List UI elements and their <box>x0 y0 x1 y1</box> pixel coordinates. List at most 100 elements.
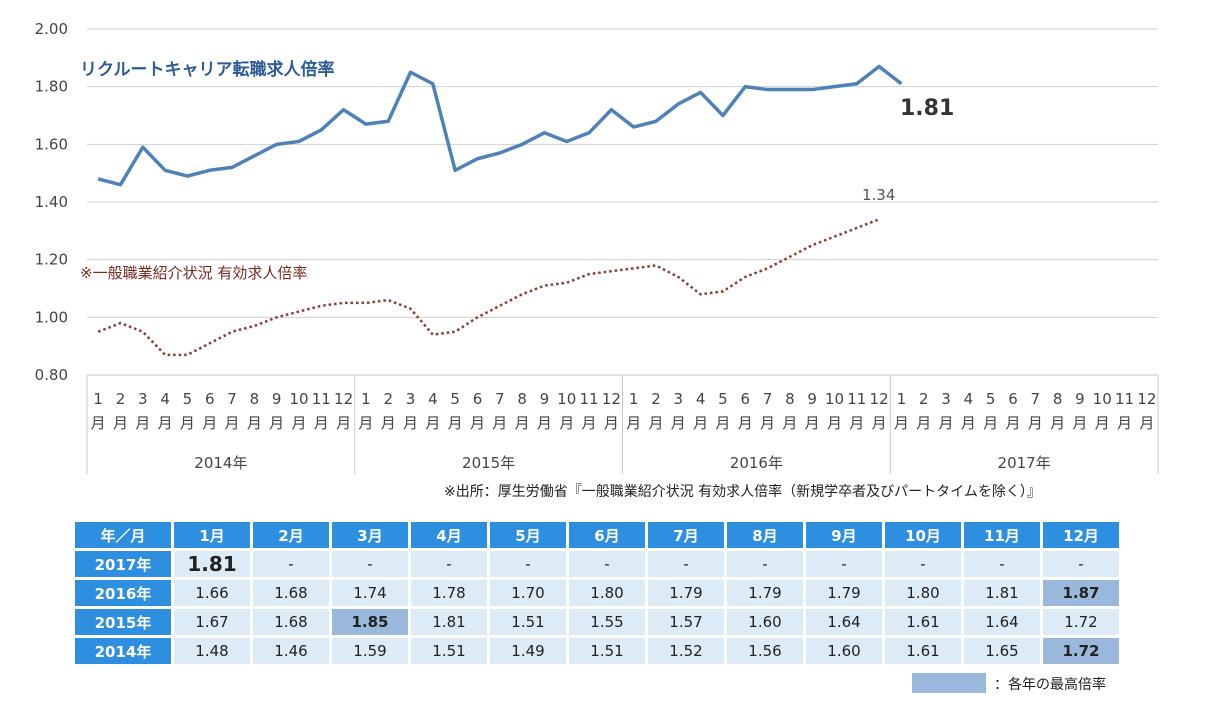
x-tick-month-suffix: 月 <box>961 414 976 432</box>
table-cell: 1.85 <box>332 609 408 635</box>
x-tick-month-suffix: 月 <box>782 414 797 432</box>
x-tick-month-suffix: 月 <box>738 414 753 432</box>
x-tick-month-suffix: 月 <box>894 414 909 432</box>
x-tick-month-suffix: 月 <box>1028 414 1043 432</box>
table-row: 2017年 1.81- - - - - - - - - - - <box>75 551 1119 577</box>
table-cell: 1.60 <box>806 638 882 664</box>
y-tick-label: 2.00 <box>35 20 68 38</box>
x-tick-month-number: 10 <box>289 390 308 408</box>
table-cell: 1.68 <box>253 609 329 635</box>
table-cell: - <box>1043 551 1119 577</box>
y-tick-label: 1.60 <box>35 135 68 153</box>
table-cell: 1.51 <box>411 638 487 664</box>
table-header-month: 1月 <box>174 522 250 548</box>
table-header-month: 11月 <box>964 522 1040 548</box>
x-tick-month-number: 4 <box>964 390 974 408</box>
table-cell: - <box>964 551 1040 577</box>
series-1-end-label: 1.81 <box>900 96 954 121</box>
series-line-2 <box>97 218 880 357</box>
x-tick-month-number: 1 <box>93 390 103 408</box>
x-tick-month-number: 5 <box>718 390 728 408</box>
x-tick-month-suffix: 月 <box>492 414 507 432</box>
x-tick-month-suffix: 月 <box>247 414 262 432</box>
x-tick-month-number: 8 <box>250 390 260 408</box>
x-tick-month-number: 11 <box>1115 390 1134 408</box>
x-tick-month-number: 7 <box>763 390 773 408</box>
x-tick-month-suffix: 月 <box>1095 414 1110 432</box>
x-tick-month-number: 12 <box>870 390 889 408</box>
x-tick-month-suffix: 月 <box>158 414 173 432</box>
x-tick-month-number: 8 <box>785 390 795 408</box>
x-tick-month-suffix: 月 <box>180 414 195 432</box>
x-tick-month-suffix: 月 <box>113 414 128 432</box>
y-tick-label: 1.20 <box>35 251 68 269</box>
table-header-month: 7月 <box>648 522 724 548</box>
table-cell: - <box>727 551 803 577</box>
table-cell: - <box>885 551 961 577</box>
data-table: 年／月 1月 2月 3月 4月 5月 6月 7月 8月 9月 10月 11月 12月 2017年 1.8… <box>72 519 1122 667</box>
x-tick-month-suffix: 月 <box>403 414 418 432</box>
table-cell: 1.79 <box>648 580 724 606</box>
x-tick-year: 2017年 <box>998 454 1051 472</box>
table-cell: 1.55 <box>569 609 645 635</box>
x-tick-year: 2016年 <box>730 454 783 472</box>
x-tick-month-suffix: 月 <box>314 414 329 432</box>
table-row-year: 2017年 <box>75 551 171 577</box>
x-tick-month-number: 9 <box>540 390 550 408</box>
x-tick-month-number: 9 <box>272 390 282 408</box>
table-cell: - <box>806 551 882 577</box>
table-header-month: 9月 <box>806 522 882 548</box>
table-row: 2015年 1.67 1.68 1.85 1.81 1.51 1.55 1.57 1.60 1.6… <box>75 609 1119 635</box>
x-tick-month-suffix: 月 <box>805 414 820 432</box>
x-tick-month-number: 6 <box>740 390 750 408</box>
x-tick-month-suffix: 月 <box>827 414 842 432</box>
x-tick-month-suffix: 月 <box>515 414 530 432</box>
x-tick-month-number: 5 <box>183 390 193 408</box>
table-cell: - <box>253 551 329 577</box>
x-tick-month-number: 7 <box>1031 390 1041 408</box>
y-axis: 2.00 1.80 1.60 1.40 1.20 1.00 0.80 <box>35 20 68 384</box>
x-tick-month-suffix: 月 <box>715 414 730 432</box>
x-tick-month-number: 8 <box>517 390 527 408</box>
x-tick-month-number: 12 <box>334 390 353 408</box>
chart-series <box>97 64 903 357</box>
x-tick-month-number: 10 <box>1093 390 1112 408</box>
x-tick-month-suffix: 月 <box>336 414 351 432</box>
x-axis: 1月2月3月4月5月6月7月8月9月10月11月12月1月2月3月4月5月6月7… <box>86 374 1159 474</box>
x-tick-month-suffix: 月 <box>648 414 663 432</box>
legend-text: ：各年の最高倍率 <box>994 677 1106 693</box>
table-header-month: 8月 <box>727 522 803 548</box>
table-cell: 1.81 <box>174 551 250 577</box>
x-tick-month-suffix: 月 <box>582 414 597 432</box>
series-2-end-label: 1.34 <box>862 186 895 204</box>
x-tick-month-suffix: 月 <box>291 414 306 432</box>
x-tick-month-number: 7 <box>227 390 237 408</box>
table-cell: - <box>411 551 487 577</box>
x-tick-month-suffix: 月 <box>872 414 887 432</box>
x-tick-month-suffix: 月 <box>91 414 106 432</box>
table-cell: 1.57 <box>648 609 724 635</box>
table-cell: 1.79 <box>727 580 803 606</box>
table-cell: 1.68 <box>253 580 329 606</box>
x-tick-month-number: 1 <box>629 390 639 408</box>
chart-gridlines <box>87 28 1158 376</box>
x-tick-month-suffix: 月 <box>225 414 240 432</box>
y-tick-label: 1.80 <box>35 78 68 96</box>
x-tick-month-suffix: 月 <box>358 414 373 432</box>
table-header-month: 2月 <box>253 522 329 548</box>
table-header-month: 4月 <box>411 522 487 548</box>
secondary-series-title: ※一般職業紹介状況 有効求人倍率 <box>80 264 307 282</box>
x-tick-month-number: 6 <box>473 390 483 408</box>
table-header-row: 年／月 1月 2月 3月 4月 5月 6月 7月 8月 9月 10月 11月 12月 <box>75 522 1119 548</box>
table-cell: 1.78 <box>411 580 487 606</box>
table-row-year: 2016年 <box>75 580 171 606</box>
table-cell: 1.61 <box>885 638 961 664</box>
x-tick-month-suffix: 月 <box>1139 414 1154 432</box>
y-tick-label: 1.00 <box>35 308 68 326</box>
x-tick-month-number: 10 <box>825 390 844 408</box>
x-tick-month-suffix: 月 <box>760 414 775 432</box>
x-tick-month-number: 3 <box>406 390 416 408</box>
x-tick-month-number: 4 <box>696 390 706 408</box>
x-tick-month-number: 4 <box>160 390 170 408</box>
x-tick-month-number: 9 <box>1075 390 1085 408</box>
